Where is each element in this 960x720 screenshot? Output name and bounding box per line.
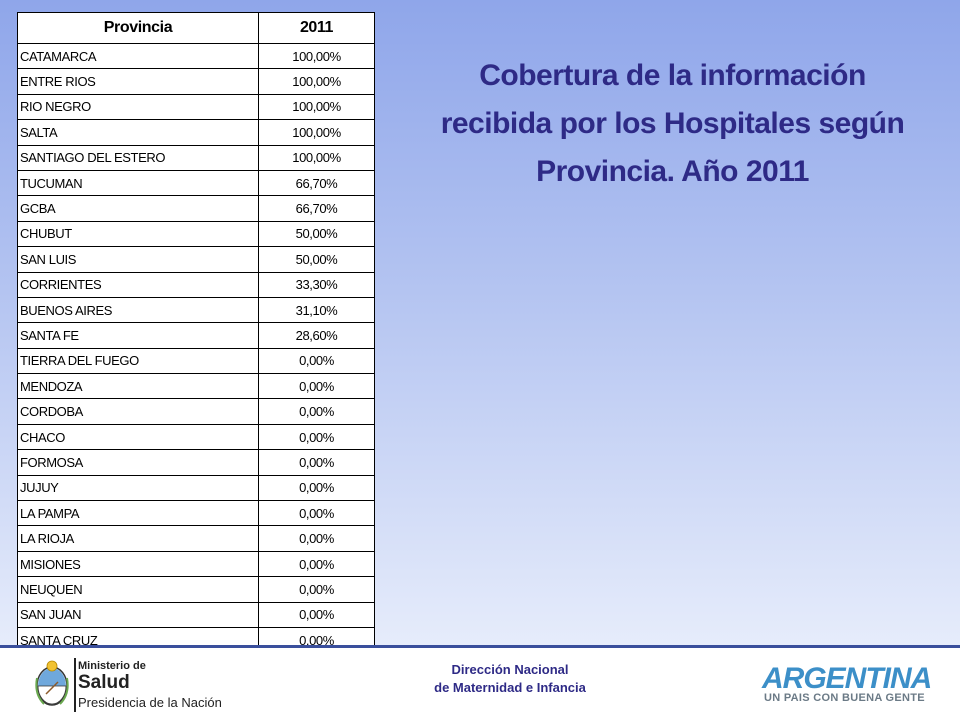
logo-separator xyxy=(74,658,76,712)
province-cell: RIO NEGRO xyxy=(17,93,259,121)
province-cell: SALTA xyxy=(17,119,259,146)
table-row: SAN JUAN 0,00% xyxy=(17,601,375,628)
title-line: recibida por los Hospitales según xyxy=(440,107,905,140)
province-cell: GCBA xyxy=(17,195,259,222)
province-cell: FORMOSA xyxy=(17,449,259,476)
ministerio-salud-logo: Ministerio de Salud Presidencia de la Na… xyxy=(34,658,224,714)
national-shield-icon xyxy=(35,660,69,706)
table-row: GCBA 66,70% xyxy=(17,195,375,222)
argentina-tagline: UN PAIS CON BUENA GENTE xyxy=(764,692,925,704)
coverage-cell: 0,00% xyxy=(258,525,375,552)
coverage-cell: 0,00% xyxy=(258,550,375,578)
table-row: SAN LUIS 50,00% xyxy=(17,246,375,273)
table-row: FORMOSA 0,00% xyxy=(17,449,375,476)
table-body: CATAMARCA 100,00% ENTRE RIOS 100,00% RIO NEG… xyxy=(17,42,375,654)
province-cell: CHACO xyxy=(17,423,259,451)
province-cell: LA PAMPA xyxy=(17,500,259,527)
coverage-cell: 100,00% xyxy=(258,42,375,70)
province-cell: SANTIAGO DEL ESTERO xyxy=(17,144,259,171)
province-cell: MENDOZA xyxy=(17,373,259,400)
province-cell: CATAMARCA xyxy=(17,42,259,70)
coverage-cell: 31,10% xyxy=(258,296,375,324)
coverage-cell: 0,00% xyxy=(258,423,375,451)
table-row: MISIONES 0,00% xyxy=(17,550,375,578)
province-cell: SAN JUAN xyxy=(17,601,259,628)
province-cell: TUCUMAN xyxy=(17,169,259,197)
province-cell: JUJUY xyxy=(17,474,259,502)
slide-title: Cobertura de la información recibida por… xyxy=(400,52,945,196)
direccion-line: Dirección Nacional xyxy=(451,662,569,677)
province-coverage-table: Provincia 2011 CATAMARCA 100,00% ENTRE RIO… xyxy=(17,12,375,654)
presidencia-label: Presidencia de la Nación xyxy=(78,695,222,710)
table-row: ENTRE RIOS 100,00% xyxy=(17,68,375,95)
argentina-wordmark: ARGENTINA xyxy=(762,662,932,695)
table-row: LA RIOJA 0,00% xyxy=(17,525,375,552)
province-cell: NEUQUEN xyxy=(17,576,259,603)
coverage-cell: 100,00% xyxy=(258,144,375,171)
province-cell: BUENOS AIRES xyxy=(17,296,259,324)
province-cell: CHUBUT xyxy=(17,220,259,248)
province-cell: CORRIENTES xyxy=(17,271,259,298)
table-row: LA PAMPA 0,00% xyxy=(17,500,375,527)
coverage-cell: 33,30% xyxy=(258,271,375,298)
table-row: SALTA 100,00% xyxy=(17,119,375,146)
direccion-nacional-label: Dirección Nacional de Maternidad e Infan… xyxy=(380,661,640,697)
table-row: SANTIAGO DEL ESTERO 100,00% xyxy=(17,144,375,171)
footer xyxy=(0,648,960,720)
footer-divider xyxy=(0,645,960,648)
province-cell: TIERRA DEL FUEGO xyxy=(17,347,259,375)
argentina-brand-logo: ARGENTINA UN PAIS CON BUENA GENTE xyxy=(762,662,937,706)
coverage-cell: 66,70% xyxy=(258,195,375,222)
coverage-cell: 100,00% xyxy=(258,68,375,95)
table-row: TIERRA DEL FUEGO 0,00% xyxy=(17,347,375,375)
province-cell: CORDOBA xyxy=(17,398,259,425)
title-line: Cobertura de la información xyxy=(479,59,866,92)
coverage-cell: 0,00% xyxy=(258,398,375,425)
table-row: CHUBUT 50,00% xyxy=(17,220,375,248)
title-line: Provincia. Año 2011 xyxy=(536,155,809,188)
table-row: CHACO 0,00% xyxy=(17,423,375,451)
coverage-cell: 50,00% xyxy=(258,220,375,248)
province-cell: LA RIOJA xyxy=(17,525,259,552)
direccion-line: de Maternidad e Infancia xyxy=(434,680,586,695)
coverage-cell: 0,00% xyxy=(258,500,375,527)
table-row: RIO NEGRO 100,00% xyxy=(17,93,375,121)
coverage-cell: 0,00% xyxy=(258,449,375,476)
province-cell: ENTRE RIOS xyxy=(17,68,259,95)
table-header-row: Provincia 2011 xyxy=(17,12,375,44)
table-row: BUENOS AIRES 31,10% xyxy=(17,296,375,324)
table-row: MENDOZA 0,00% xyxy=(17,373,375,400)
coverage-cell: 0,00% xyxy=(258,576,375,603)
province-cell: MISIONES xyxy=(17,550,259,578)
coverage-cell: 0,00% xyxy=(258,373,375,400)
table-row: CATAMARCA 100,00% xyxy=(17,42,375,70)
salud-label: Salud xyxy=(78,672,130,693)
coverage-cell: 0,00% xyxy=(258,347,375,375)
coverage-cell: 100,00% xyxy=(258,93,375,121)
header-2011: 2011 xyxy=(258,12,375,44)
table-row: CORRIENTES 33,30% xyxy=(17,271,375,298)
province-cell: SAN LUIS xyxy=(17,246,259,273)
coverage-cell: 0,00% xyxy=(258,601,375,628)
province-cell: SANTA FE xyxy=(17,322,259,349)
table-row: JUJUY 0,00% xyxy=(17,474,375,502)
coverage-cell: 28,60% xyxy=(258,322,375,349)
coverage-cell: 100,00% xyxy=(258,119,375,146)
coverage-cell: 0,00% xyxy=(258,474,375,502)
ministerio-line: Ministerio de xyxy=(78,660,146,672)
coverage-cell: 66,70% xyxy=(258,169,375,197)
coverage-cell: 50,00% xyxy=(258,246,375,273)
table-row: NEUQUEN 0,00% xyxy=(17,576,375,603)
table-row: SANTA FE 28,60% xyxy=(17,322,375,349)
header-provincia: Provincia xyxy=(17,12,259,44)
table-row: CORDOBA 0,00% xyxy=(17,398,375,425)
table-row: TUCUMAN 66,70% xyxy=(17,169,375,197)
